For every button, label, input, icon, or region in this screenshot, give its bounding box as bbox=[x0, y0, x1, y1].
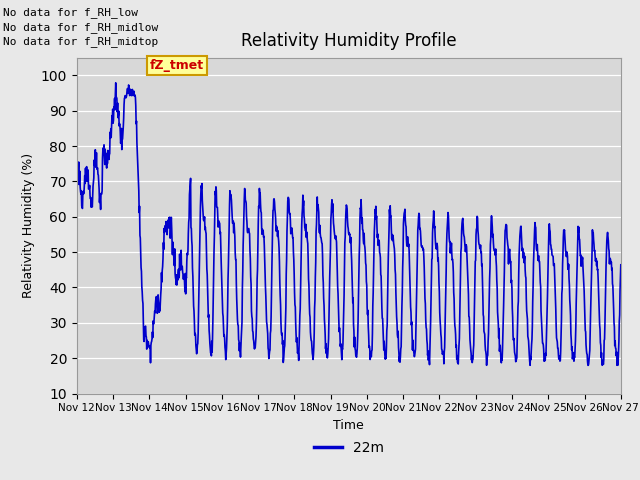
Legend: 22m: 22m bbox=[308, 435, 389, 461]
Text: No data for f_RH_low: No data for f_RH_low bbox=[3, 7, 138, 18]
Title: Relativity Humidity Profile: Relativity Humidity Profile bbox=[241, 33, 456, 50]
Y-axis label: Relativity Humidity (%): Relativity Humidity (%) bbox=[22, 153, 35, 298]
Text: No data for f_RH_midtop: No data for f_RH_midtop bbox=[3, 36, 159, 47]
Text: No data for f_RH_midlow: No data for f_RH_midlow bbox=[3, 22, 159, 33]
Text: fZ_tmet: fZ_tmet bbox=[150, 60, 204, 72]
X-axis label: Time: Time bbox=[333, 419, 364, 432]
